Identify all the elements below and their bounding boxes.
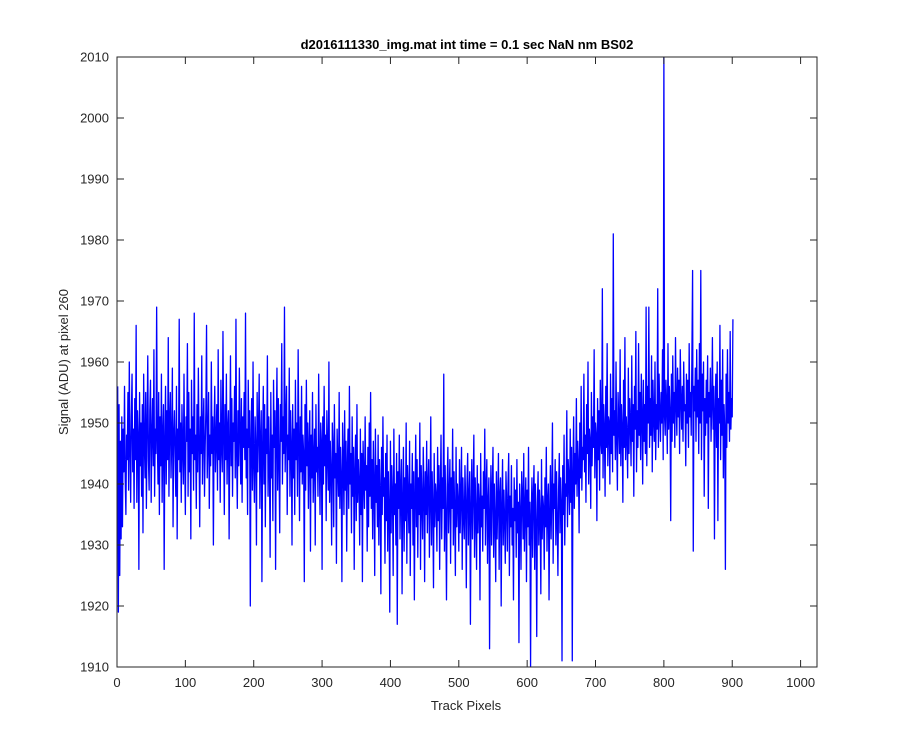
y-tick-label: 1970	[80, 294, 109, 309]
y-tick-label: 1980	[80, 233, 109, 248]
y-tick-label: 1960	[80, 355, 109, 370]
x-tick-label: 200	[243, 675, 265, 690]
y-tick-label: 1950	[80, 416, 109, 431]
y-tick-label: 2010	[80, 50, 109, 65]
series-line-0	[117, 57, 734, 667]
x-tick-label: 500	[448, 675, 470, 690]
plot-area: 0 100 200 300 400 500 600 700 800 900 1000 1910 1920…	[80, 50, 818, 690]
x-tick-label: 700	[585, 675, 607, 690]
x-tick-label: 0	[113, 675, 120, 690]
y-tick-label: 1940	[80, 477, 109, 492]
x-axis-label: Track Pixels	[431, 698, 502, 713]
chart-title: d2016111330_img.mat int time = 0.1 sec N…	[301, 37, 634, 52]
x-tick-label: 1000	[786, 675, 815, 690]
y-tick-label: 1930	[80, 538, 109, 553]
x-tick-label: 600	[516, 675, 538, 690]
y-tick-label: 1910	[80, 660, 109, 675]
y-tick-label: 1990	[80, 172, 109, 187]
x-tick-label: 900	[721, 675, 743, 690]
x-tick-label: 400	[380, 675, 402, 690]
y-tick-label: 1920	[80, 599, 109, 614]
y-tick-label: 2000	[80, 111, 109, 126]
x-tick-label: 800	[653, 675, 675, 690]
x-tick-label: 100	[175, 675, 197, 690]
y-axis-label: Signal (ADU) at pixel 260	[56, 289, 71, 435]
x-tick-label: 300	[311, 675, 333, 690]
